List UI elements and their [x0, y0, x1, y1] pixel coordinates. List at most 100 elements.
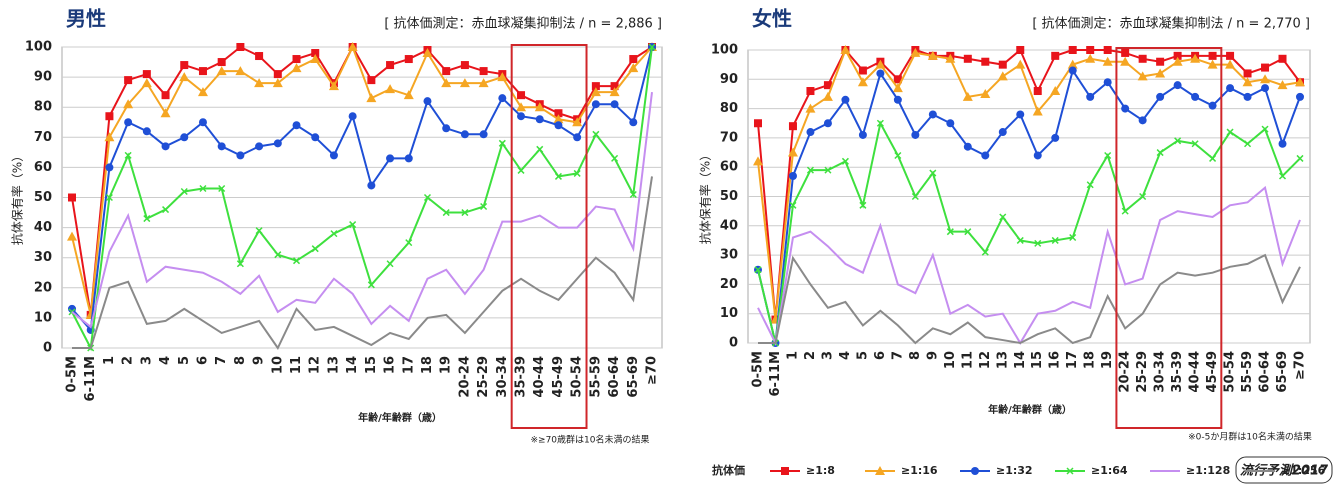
marker — [946, 119, 955, 128]
x-tick-label: 50-54 — [1223, 351, 1238, 393]
marker — [805, 103, 816, 113]
marker — [981, 248, 989, 256]
x-axis-label: 年齢/年齢群（歳） — [988, 403, 1072, 416]
y-tick-label: 80 — [34, 100, 52, 115]
marker — [180, 133, 189, 142]
marker — [254, 78, 265, 88]
marker — [894, 151, 902, 160]
marker — [1104, 151, 1112, 160]
marker — [876, 69, 885, 78]
marker — [160, 108, 171, 118]
marker — [1120, 56, 1131, 66]
y-tick-label: 90 — [720, 72, 738, 87]
marker — [962, 91, 973, 101]
x-tick-label: 9 — [925, 351, 940, 360]
marker — [628, 63, 639, 73]
marker — [1016, 110, 1025, 119]
y-tick-label: 90 — [34, 70, 52, 85]
marker — [893, 95, 902, 104]
marker — [1296, 92, 1304, 101]
marker — [236, 43, 245, 51]
y-tick-label: 70 — [34, 130, 52, 145]
marker — [1191, 140, 1199, 148]
marker — [911, 130, 920, 139]
x-tick-label: 1 — [785, 351, 800, 360]
marker — [180, 187, 188, 196]
marker — [629, 190, 637, 199]
y-tick-label: 20 — [34, 280, 52, 295]
y-tick-label: 70 — [720, 130, 738, 145]
y-tick-label: 10 — [34, 310, 52, 325]
marker — [161, 91, 170, 100]
marker — [1243, 92, 1252, 101]
marker — [927, 50, 938, 60]
y-tick-label: 0 — [729, 336, 738, 351]
marker — [236, 260, 244, 268]
y-tick-label: 50 — [34, 190, 52, 205]
x-tick-label: 55-59 — [1240, 351, 1255, 393]
marker — [840, 45, 851, 54]
x-tick-label: 11 — [960, 351, 975, 369]
series-line — [72, 176, 653, 350]
marker — [124, 151, 132, 159]
marker — [105, 112, 114, 121]
marker — [292, 121, 301, 130]
legend-marker — [971, 467, 979, 475]
y-tick-label: 10 — [720, 306, 738, 321]
marker — [255, 227, 263, 235]
marker — [1086, 92, 1095, 101]
note: ※≥70歳群は10名未満の結果 — [531, 434, 650, 446]
marker — [497, 72, 508, 82]
marker — [1208, 101, 1217, 110]
marker — [479, 130, 488, 139]
marker — [964, 228, 972, 236]
marker — [161, 142, 170, 151]
marker — [857, 77, 868, 87]
marker — [311, 49, 320, 58]
marker — [1226, 51, 1235, 60]
marker — [403, 90, 414, 100]
marker — [1155, 68, 1166, 78]
marker — [824, 166, 832, 174]
logo: 流行予測2017 — [1240, 463, 1329, 479]
marker — [1261, 125, 1269, 133]
y-tick-label: 60 — [720, 160, 738, 175]
marker — [981, 151, 990, 160]
marker — [534, 102, 545, 112]
marker — [1139, 192, 1147, 201]
x-tick-label: 0-5M — [65, 356, 80, 392]
logo-box — [1235, 456, 1333, 484]
x-tick-label: 13 — [326, 356, 341, 374]
marker — [928, 110, 937, 119]
marker — [1278, 172, 1287, 180]
marker — [789, 201, 797, 209]
marker — [1156, 92, 1165, 101]
marker — [272, 78, 283, 88]
marker — [754, 266, 762, 274]
marker — [291, 63, 302, 73]
series-line — [757, 185, 1301, 347]
legend-label: ≥1:64 — [1091, 464, 1128, 477]
marker — [999, 213, 1007, 221]
chart-subtitle: [ 抗体価測定：赤血球凝集抑制法 / n = 2,770 ] — [1032, 16, 1310, 32]
marker — [1244, 140, 1252, 148]
marker — [516, 102, 527, 112]
marker — [216, 66, 227, 76]
x-tick-label: ≥70 — [645, 356, 660, 385]
marker — [573, 133, 582, 142]
marker — [255, 142, 264, 151]
marker — [893, 75, 902, 84]
x-tick-label: 7 — [214, 356, 229, 365]
marker — [1295, 77, 1305, 87]
marker — [1172, 56, 1183, 66]
y-tick-label: 100 — [711, 43, 738, 58]
marker — [1033, 151, 1042, 160]
x-tick-label: 25-29 — [1135, 351, 1150, 393]
x-tick-label: 40-44 — [532, 356, 547, 398]
marker — [611, 154, 619, 162]
x-tick-label: 20-24 — [457, 356, 472, 398]
x-tick-label: 11 — [289, 356, 304, 374]
marker — [554, 172, 562, 180]
marker — [404, 154, 413, 163]
x-tick-label: 3 — [139, 356, 154, 365]
